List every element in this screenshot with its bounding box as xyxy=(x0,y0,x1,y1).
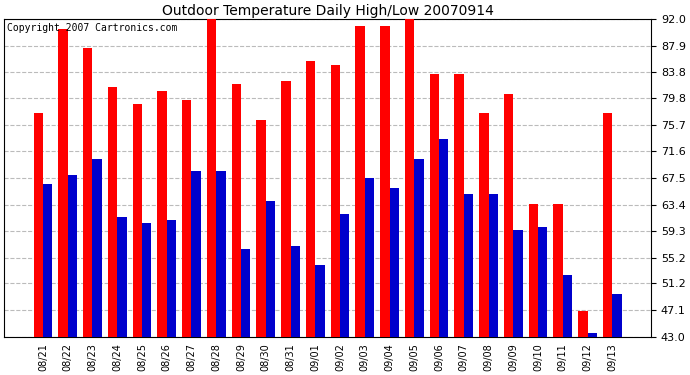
Bar xyxy=(59,29,68,337)
Bar xyxy=(355,26,365,337)
Bar xyxy=(132,104,142,337)
Bar xyxy=(241,249,250,337)
Bar xyxy=(331,64,340,337)
Bar xyxy=(513,230,523,337)
Bar xyxy=(232,84,241,337)
Bar xyxy=(83,48,92,337)
Bar xyxy=(117,217,127,337)
Bar xyxy=(192,171,201,337)
Bar xyxy=(365,178,374,337)
Bar xyxy=(430,74,439,337)
Bar xyxy=(603,113,612,337)
Bar xyxy=(553,204,563,337)
Bar xyxy=(340,214,349,337)
Bar xyxy=(142,223,151,337)
Bar xyxy=(216,171,226,337)
Text: Copyright 2007 Cartronics.com: Copyright 2007 Cartronics.com xyxy=(8,22,178,33)
Bar xyxy=(414,159,424,337)
Bar xyxy=(43,184,52,337)
Bar xyxy=(92,159,102,337)
Bar xyxy=(489,194,498,337)
Bar xyxy=(405,16,414,337)
Bar xyxy=(281,81,290,337)
Bar xyxy=(68,175,77,337)
Bar xyxy=(306,62,315,337)
Bar xyxy=(290,246,300,337)
Bar xyxy=(34,113,43,337)
Bar xyxy=(167,220,176,337)
Bar xyxy=(207,10,216,337)
Bar xyxy=(563,275,572,337)
Bar xyxy=(157,90,167,337)
Bar xyxy=(538,226,547,337)
Bar xyxy=(182,100,192,337)
Bar xyxy=(529,204,538,337)
Bar xyxy=(504,94,513,337)
Bar xyxy=(612,294,622,337)
Bar xyxy=(479,113,489,337)
Bar xyxy=(380,26,390,337)
Bar xyxy=(439,139,449,337)
Bar xyxy=(588,333,597,337)
Bar xyxy=(315,266,325,337)
Bar xyxy=(578,310,588,337)
Bar xyxy=(257,120,266,337)
Bar xyxy=(390,188,399,337)
Bar xyxy=(464,194,473,337)
Title: Outdoor Temperature Daily High/Low 20070914: Outdoor Temperature Daily High/Low 20070… xyxy=(161,4,493,18)
Bar xyxy=(108,87,117,337)
Bar xyxy=(455,74,464,337)
Bar xyxy=(266,201,275,337)
